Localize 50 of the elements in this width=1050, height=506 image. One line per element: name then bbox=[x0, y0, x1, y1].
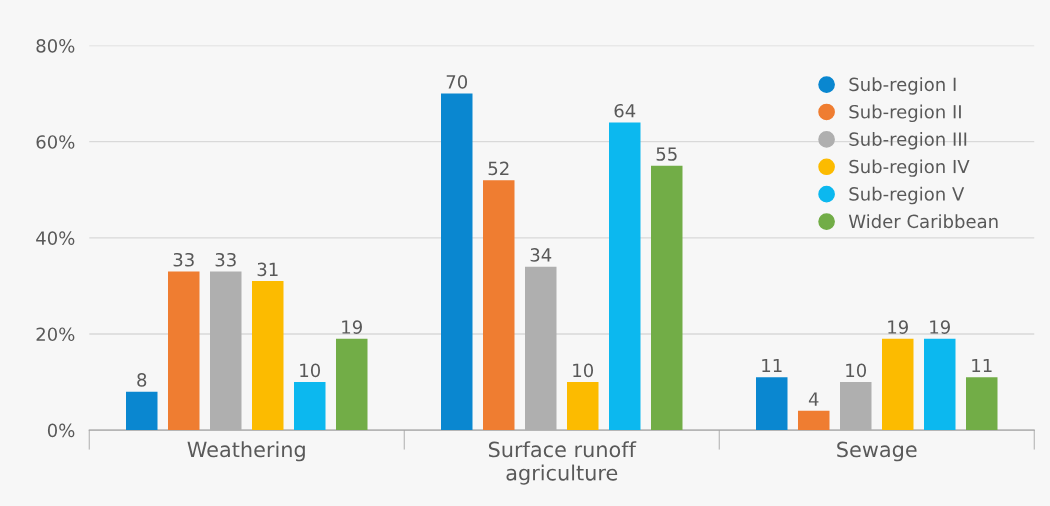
data-label: 19 bbox=[888, 320, 908, 334]
bar bbox=[882, 338, 914, 431]
bar bbox=[798, 410, 830, 431]
data-label: 33 bbox=[215, 252, 236, 267]
data-label: 64 bbox=[614, 103, 636, 118]
data-label: 34 bbox=[530, 248, 552, 262]
bar bbox=[966, 377, 998, 431]
x-tick-label: Surface runoff agriculture bbox=[488, 441, 637, 485]
x-tick-label: Sewage bbox=[837, 441, 917, 462]
legend-label: Sub-region III bbox=[849, 131, 967, 150]
data-label: 52 bbox=[488, 161, 509, 176]
bar bbox=[210, 271, 242, 431]
legend-label: Wider Caribbean bbox=[848, 214, 998, 229]
data-label: 55 bbox=[656, 147, 677, 161]
bar bbox=[336, 338, 368, 431]
data-label: 11 bbox=[762, 358, 782, 373]
data-label: 31 bbox=[257, 262, 278, 277]
data-label: 33 bbox=[173, 252, 194, 267]
bar bbox=[651, 165, 683, 431]
y-tick-label: 80% bbox=[36, 39, 75, 53]
bar bbox=[483, 180, 515, 431]
data-label: 10 bbox=[573, 363, 594, 378]
y-tick-label: 60% bbox=[36, 135, 75, 149]
legend-label: Sub-region V bbox=[849, 186, 965, 205]
bar bbox=[924, 338, 956, 431]
x-tick-label: Weathering bbox=[187, 441, 305, 462]
bar bbox=[840, 382, 872, 431]
data-label: 11 bbox=[972, 358, 992, 373]
bar bbox=[609, 122, 641, 431]
y-tick-label: 20% bbox=[36, 327, 75, 342]
legend-label: Sub-region I bbox=[849, 77, 956, 95]
data-label: 8 bbox=[137, 373, 147, 387]
y-tick-label: 0% bbox=[47, 423, 75, 438]
bar bbox=[168, 271, 200, 431]
bar bbox=[525, 266, 557, 431]
legend-label: Sub-region IV bbox=[849, 159, 970, 177]
data-label: 10 bbox=[846, 363, 867, 378]
bar bbox=[756, 377, 788, 431]
data-label: 19 bbox=[342, 320, 362, 334]
data-label: 10 bbox=[300, 363, 321, 378]
y-tick-label: 40% bbox=[36, 231, 75, 245]
bar bbox=[441, 93, 473, 431]
bar bbox=[567, 382, 599, 431]
legend-label: Sub-region II bbox=[849, 104, 961, 123]
bar bbox=[294, 382, 326, 431]
bar bbox=[126, 391, 158, 431]
data-label: 19 bbox=[930, 320, 950, 334]
bar bbox=[252, 281, 284, 431]
data-label: 70 bbox=[446, 75, 468, 89]
data-label: 4 bbox=[808, 392, 819, 406]
